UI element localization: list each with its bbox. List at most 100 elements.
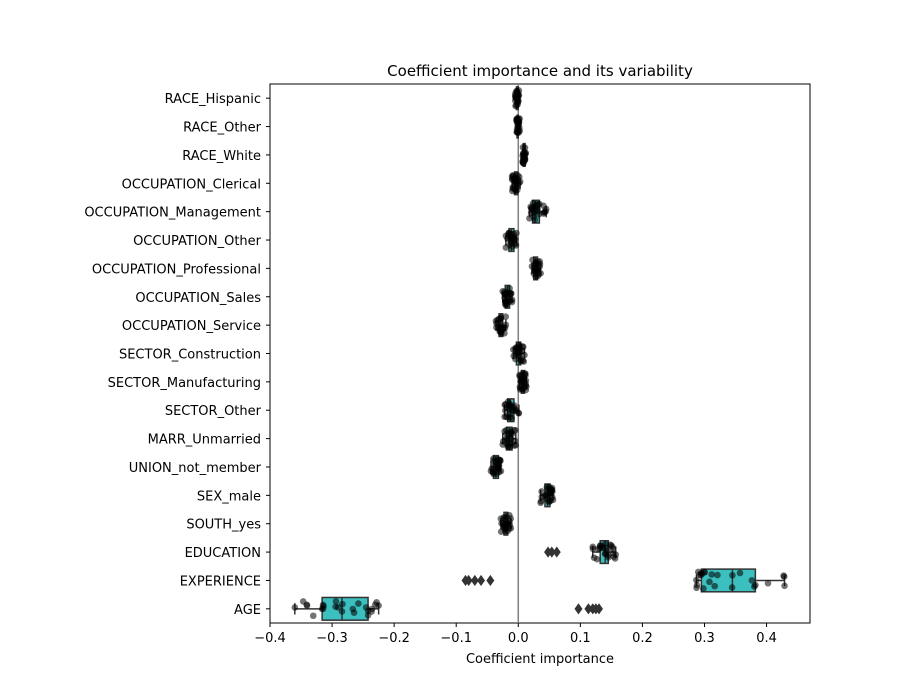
data-point <box>511 175 518 182</box>
data-point <box>506 297 514 305</box>
y-tick-label: RACE_Other <box>183 121 262 136</box>
data-point <box>501 329 508 337</box>
y-tick-label: AGE <box>234 603 261 618</box>
outlier-marker <box>464 574 473 587</box>
data-point <box>516 128 523 135</box>
data-point <box>339 600 346 608</box>
x-tick-label: −0.2 <box>378 631 410 646</box>
data-point <box>593 555 601 563</box>
data-point <box>693 576 700 584</box>
x-tick-label: −0.1 <box>440 631 472 646</box>
y-tick-label: SEX_male <box>197 489 261 504</box>
data-point <box>309 612 317 620</box>
x-tick-label: 0.0 <box>508 631 529 646</box>
data-point <box>609 543 616 551</box>
x-tick-label: −0.4 <box>254 631 286 646</box>
y-tick-label: SECTOR_Manufacturing <box>108 376 261 391</box>
y-tick-label: SOUTH_yes <box>186 518 261 533</box>
data-point <box>517 378 524 385</box>
data-point <box>504 235 511 243</box>
data-point <box>522 386 530 394</box>
outlier-marker <box>477 574 486 587</box>
chart-title: Coefficient importance and its variabili… <box>387 62 693 80</box>
data-point <box>511 442 518 449</box>
data-point <box>519 357 527 364</box>
data-point <box>514 93 522 101</box>
data-point <box>708 571 716 578</box>
y-tick-label: UNION_not_member <box>129 461 262 476</box>
data-point <box>489 469 497 476</box>
data-point <box>338 608 346 615</box>
y-tick-label: OCCUPATION_Sales <box>135 291 261 306</box>
data-point <box>508 407 516 414</box>
data-point <box>589 545 597 553</box>
data-point <box>519 343 527 351</box>
x-tick-label: 0.4 <box>756 631 777 646</box>
x-tick-label: −0.3 <box>316 631 348 646</box>
data-point <box>751 583 758 590</box>
data-point <box>764 579 772 587</box>
data-point <box>516 383 524 391</box>
data-point <box>596 542 604 550</box>
data-point <box>542 208 549 215</box>
data-point <box>711 582 718 590</box>
y-tick-label: RACE_Hispanic <box>165 92 261 107</box>
y-tick-label: OCCUPATION_Professional <box>92 262 261 277</box>
data-point <box>319 605 327 612</box>
y-tick-label: SECTOR_Other <box>165 404 262 419</box>
outlier-marker <box>552 546 561 558</box>
x-tick-label: 0.2 <box>632 631 653 646</box>
data-point <box>781 582 788 590</box>
y-tick-label: OCCUPATION_Service <box>122 319 261 334</box>
data-point <box>529 199 537 207</box>
data-point <box>516 373 524 380</box>
outlier-marker <box>547 546 556 558</box>
data-point <box>291 604 299 611</box>
data-point <box>502 426 510 434</box>
data-point <box>736 569 744 577</box>
data-point <box>509 185 517 192</box>
y-tick-label: SECTOR_Construction <box>119 348 261 363</box>
data-point <box>495 468 503 476</box>
data-point <box>350 609 358 616</box>
data-point <box>497 314 505 322</box>
data-point <box>332 597 340 605</box>
data-point <box>521 370 529 378</box>
data-point <box>728 584 736 591</box>
data-point <box>364 607 372 615</box>
data-point <box>512 102 519 110</box>
outlier-marker <box>574 603 583 615</box>
data-point <box>780 573 788 580</box>
data-point <box>514 348 522 356</box>
x-tick-label: 0.3 <box>694 631 715 646</box>
data-point <box>493 324 500 331</box>
data-point <box>547 485 554 493</box>
data-point <box>521 151 529 158</box>
data-point <box>507 289 515 297</box>
plot-area: −0.4 −0.3 −0.2 −0.1 0.0 0.1 0.2 0.3 0.4 RACE_Hisp… <box>84 83 811 646</box>
y-tick-label: OCCUPATION_Clerical <box>122 177 261 192</box>
y-tick-label: RACE_White <box>182 149 261 164</box>
data-point <box>537 497 545 505</box>
box-iqr <box>321 596 369 621</box>
data-point <box>373 598 380 606</box>
y-tick-label: MARR_Unmarried <box>148 433 261 448</box>
x-axis-label: Coefficient importance <box>466 652 614 667</box>
data-point <box>602 550 609 557</box>
outlier-marker <box>594 603 603 615</box>
data-point <box>535 270 543 278</box>
data-point <box>706 578 713 586</box>
data-point <box>504 443 512 450</box>
data-point <box>536 263 543 270</box>
data-point <box>355 600 362 607</box>
data-point <box>513 117 521 124</box>
data-point <box>508 414 515 422</box>
data-point <box>535 201 542 209</box>
outlier-marker <box>584 603 593 615</box>
data-point <box>508 429 515 436</box>
data-point <box>729 571 736 579</box>
data-point <box>530 209 537 217</box>
data-point <box>501 401 509 409</box>
